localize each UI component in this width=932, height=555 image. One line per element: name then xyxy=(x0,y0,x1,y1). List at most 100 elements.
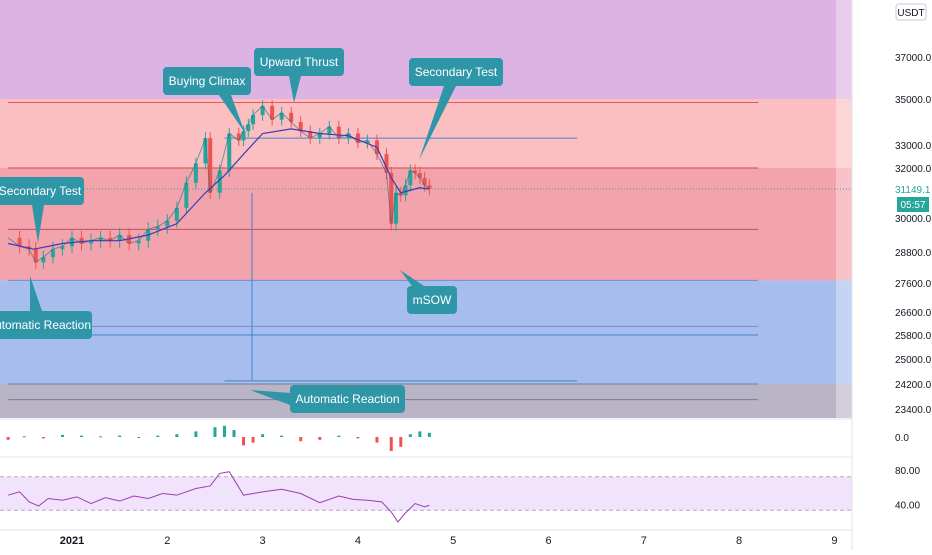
candle-body xyxy=(33,249,38,263)
rsi-line xyxy=(8,471,430,523)
price-tick-label: 32000.0 xyxy=(895,164,932,175)
callout-pointer xyxy=(219,95,245,133)
histogram-bar xyxy=(156,435,160,437)
currency-badge-label: USDT xyxy=(897,8,924,19)
level-lines xyxy=(0,101,852,401)
histogram-bar xyxy=(337,435,341,437)
candle-body xyxy=(403,185,408,196)
callout-label: Secondary Test xyxy=(0,184,82,198)
candle-body xyxy=(246,124,251,132)
candle-body xyxy=(317,133,322,139)
histogram-bar xyxy=(137,437,141,438)
histogram-bar xyxy=(418,431,422,437)
price-tick-label: 28800.0 xyxy=(895,248,932,259)
candle-body xyxy=(422,177,427,186)
candle-body xyxy=(17,237,22,247)
callout-pointer xyxy=(32,205,44,243)
moving-average-line xyxy=(8,128,430,250)
callout-label: Automatic Reaction xyxy=(0,318,91,332)
callout-label: mSOW xyxy=(413,293,452,307)
histogram-bar xyxy=(280,435,284,437)
rsi-band xyxy=(0,476,852,511)
candle-body xyxy=(108,237,113,241)
currency-badge[interactable] xyxy=(895,3,927,21)
callout-label: Buying Climax xyxy=(169,74,246,88)
callout-box xyxy=(409,58,503,86)
price-tick-label: 27600.0 xyxy=(895,279,932,290)
time-tick-label: 5 xyxy=(450,535,456,547)
candle-body xyxy=(389,172,394,224)
time-tick-label: 8 xyxy=(736,535,742,547)
rsi-panel xyxy=(0,471,852,523)
candle-body xyxy=(98,237,103,241)
histogram-zero-label: 0.0 xyxy=(895,433,909,444)
annotation-callout[interactable]: Secondary Test xyxy=(409,58,503,160)
candle-body xyxy=(208,138,213,193)
annotation-callout[interactable]: Buying Climax xyxy=(163,67,251,133)
candle-body xyxy=(236,133,241,141)
candle-body xyxy=(408,170,413,186)
callout-box xyxy=(0,311,92,339)
histogram-bar xyxy=(194,431,198,437)
time-tick-label: 7 xyxy=(641,535,647,547)
annotations: Buying Climax Upward Thrust Secondary Test… xyxy=(0,48,503,413)
candle-body xyxy=(251,115,256,125)
callout-label: Secondary Test xyxy=(415,65,498,79)
histogram-bar xyxy=(22,436,26,438)
histogram-bar xyxy=(41,437,45,439)
candle-body xyxy=(394,192,399,224)
zone-bottom-range xyxy=(0,384,852,418)
time-tick-label: 2 xyxy=(164,535,170,547)
histogram-bar xyxy=(80,435,84,437)
candle-body xyxy=(270,105,275,120)
histogram-bar xyxy=(242,437,246,446)
callout-box xyxy=(254,48,344,76)
histogram-bar xyxy=(427,432,431,437)
histogram-panel xyxy=(0,418,852,458)
candle-body xyxy=(165,220,170,227)
histogram-bar xyxy=(60,434,64,437)
annotation-callout[interactable]: Automatic Reaction xyxy=(0,276,92,339)
callout-box xyxy=(407,286,457,314)
candle-body xyxy=(184,182,189,208)
candle-body xyxy=(289,112,294,122)
histogram-bar xyxy=(118,435,122,437)
last-price-badge xyxy=(886,181,932,197)
histogram-bar xyxy=(389,437,393,451)
time-tick-label: 2021 xyxy=(60,535,84,547)
histogram-bar xyxy=(99,436,103,438)
price-tick-label: 35000.0 xyxy=(895,95,932,106)
price-tick-label: 25000.0 xyxy=(895,355,932,366)
annotation-callout[interactable]: Automatic Reaction xyxy=(250,385,405,413)
candle-body xyxy=(336,126,341,139)
annotation-callout[interactable]: mSOW xyxy=(400,270,457,314)
price-tick-label: 25800.0 xyxy=(895,331,932,342)
countdown-badge xyxy=(897,197,929,212)
callout-pointer xyxy=(419,86,456,160)
price-tick-label: 23400.0 xyxy=(895,405,932,416)
callout-pointer xyxy=(400,270,424,286)
candle-body xyxy=(227,133,232,171)
price-line xyxy=(7,105,430,264)
histogram-bar xyxy=(399,437,403,447)
last-price-label: 31149.1 xyxy=(895,185,931,196)
histogram-bar xyxy=(299,437,303,442)
histogram-bar xyxy=(6,437,10,440)
candle-body xyxy=(41,257,46,263)
histogram-bar xyxy=(222,425,226,437)
callout-label: Upward Thrust xyxy=(260,55,339,69)
annotation-callout[interactable]: Secondary Test xyxy=(0,177,84,243)
candle-body xyxy=(174,207,179,221)
callout-label: Automatic Reaction xyxy=(295,392,399,406)
price-tick-label: 37000.0 xyxy=(895,53,932,64)
time-tick-label: 9 xyxy=(831,535,837,547)
annotation-callout[interactable]: Upward Thrust xyxy=(254,48,344,103)
future-region xyxy=(836,0,852,418)
histogram-bar xyxy=(213,427,217,437)
candle-body xyxy=(327,126,332,134)
candle-body xyxy=(50,249,55,258)
candle-body xyxy=(155,226,160,230)
